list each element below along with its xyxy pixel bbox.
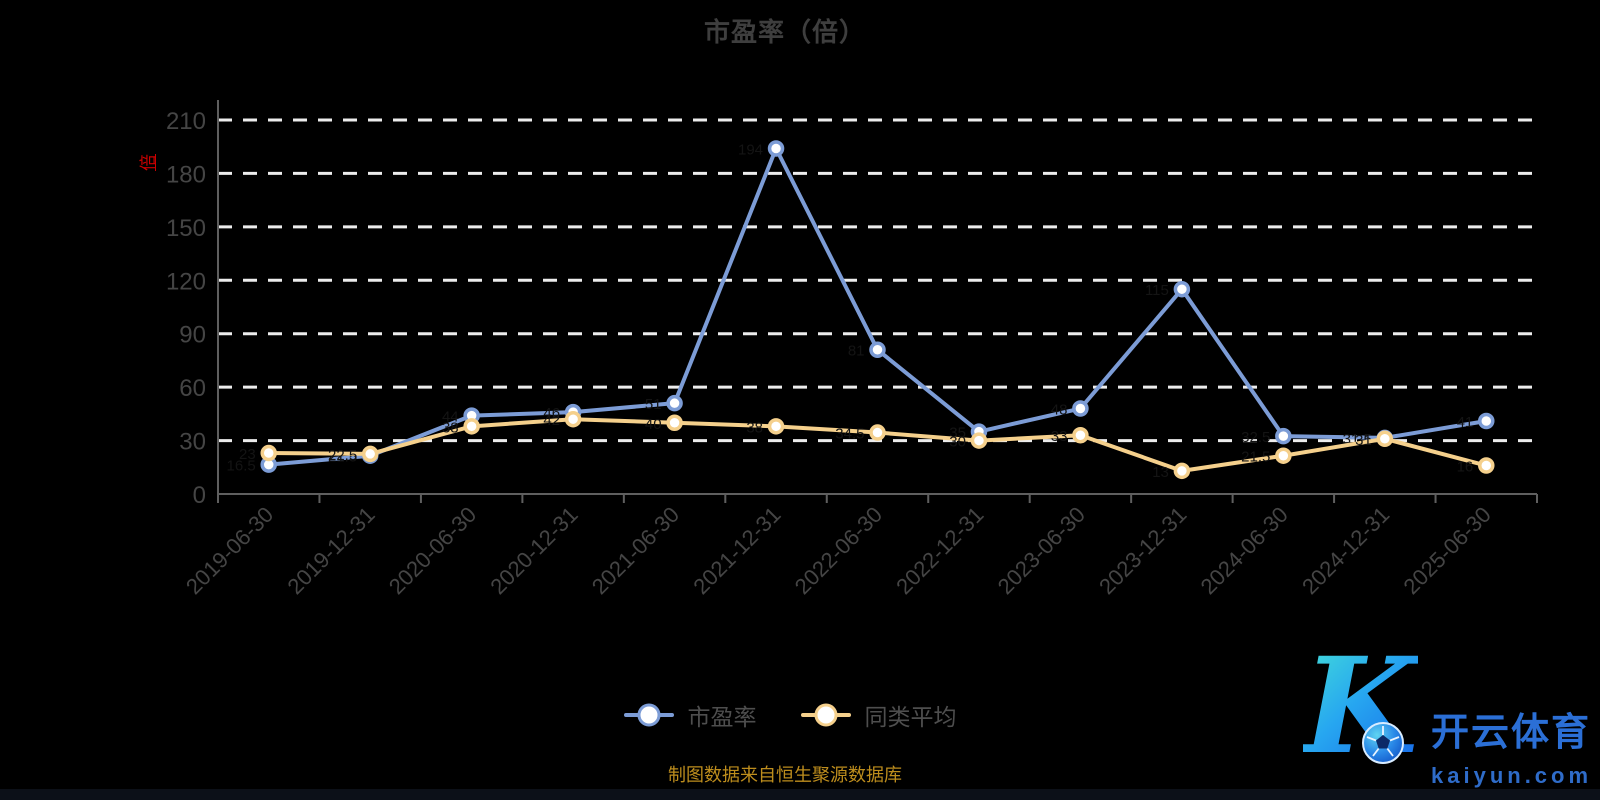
data-point[interactable] <box>869 424 886 441</box>
legend-marker-icon <box>623 703 674 727</box>
data-point[interactable] <box>564 410 582 428</box>
data-point[interactable] <box>1275 427 1292 445</box>
data-point-label: 31 <box>1355 432 1372 449</box>
x-axis-tick-label: 2022-06-30 <box>790 502 887 599</box>
data-point[interactable] <box>970 432 988 449</box>
data-point[interactable] <box>1072 400 1089 417</box>
data-point[interactable] <box>361 445 379 463</box>
legend-item-0[interactable]: 市盈率 <box>623 698 757 732</box>
data-point[interactable] <box>1478 457 1495 474</box>
data-point-label: 34.5 <box>835 426 864 443</box>
data-point-label: 81 <box>848 343 865 360</box>
x-axis-tick-label: 2019-12-31 <box>282 502 379 599</box>
x-axis-tick-label: 2024-06-30 <box>1196 502 1293 599</box>
data-point-label: 32.5 <box>1241 429 1270 446</box>
y-axis-tick-label: 210 <box>166 108 206 135</box>
data-point[interactable] <box>666 414 683 432</box>
y-axis-tick-label: 150 <box>166 215 206 242</box>
y-axis-tick-label: 30 <box>179 429 206 456</box>
data-source-note: 制图数据来自恒生聚源数据库 <box>668 765 902 785</box>
data-point-label: 194 <box>738 141 763 158</box>
data-point-label: 22.5 <box>328 447 357 464</box>
x-axis-tick-label: 2025-06-30 <box>1399 502 1496 599</box>
data-point[interactable] <box>1478 412 1495 430</box>
y-axis-tick-label: 120 <box>166 268 206 295</box>
x-axis-tick-label: 2021-12-31 <box>688 502 785 599</box>
chart-legend: 市盈率 同类平均 <box>0 698 1580 732</box>
legend-dot <box>637 703 660 727</box>
data-point-label: 21.5 <box>1241 449 1270 466</box>
data-point-label: 40 <box>645 416 662 433</box>
x-axis-tick-label: 2022-12-31 <box>891 502 988 599</box>
data-point-label: 33 <box>1051 428 1068 445</box>
y-axis-tick-label: 90 <box>179 322 206 349</box>
x-axis-tick-label: 2021-06-30 <box>587 502 684 599</box>
data-point-label: 42 <box>543 412 560 429</box>
data-point-label: 44 <box>442 409 459 426</box>
data-point-label: 41 <box>1457 414 1474 431</box>
kaiyun-watermark-logo[interactable]: K 开云体育 kaiyun.com <box>1295 641 1595 790</box>
legend-marker-icon <box>800 703 851 727</box>
data-point-label: 16 <box>1457 459 1474 476</box>
data-point[interactable] <box>1072 426 1089 444</box>
data-point[interactable] <box>767 418 785 435</box>
data-point[interactable] <box>463 418 480 435</box>
data-point-label: 13 <box>1152 464 1169 481</box>
y-axis-tick-label: 180 <box>166 161 206 188</box>
legend-label: 同类平均 <box>864 704 957 730</box>
data-point[interactable] <box>1275 447 1292 464</box>
chart-title: 市盈率（倍） <box>703 17 866 47</box>
x-axis-tick-label: 2024-12-31 <box>1297 502 1394 599</box>
data-point-label: 46 <box>543 405 560 422</box>
data-point-label: 38 <box>442 419 459 436</box>
x-axis-tick-label: 2023-06-30 <box>993 502 1090 599</box>
data-point[interactable] <box>767 140 785 157</box>
data-point-label: 38 <box>746 419 763 436</box>
x-axis-tick-label: 2020-06-30 <box>384 502 481 599</box>
soccer-ball-icon <box>1362 722 1404 764</box>
y-axis-tick-label: 60 <box>179 375 206 402</box>
legend-label: 市盈率 <box>687 704 757 730</box>
data-point[interactable] <box>869 341 886 358</box>
legend-dot <box>814 703 837 727</box>
data-point-label: 115 <box>1145 282 1169 299</box>
x-axis-tick-label: 2020-12-31 <box>485 502 582 599</box>
kaiyun-site-url: kaiyun.com <box>1431 763 1593 788</box>
x-axis-tick-label: 2023-12-31 <box>1094 502 1191 599</box>
y-axis-tick-label: 0 <box>193 482 206 509</box>
data-point[interactable] <box>1376 430 1394 448</box>
data-point[interactable] <box>1173 462 1191 480</box>
bottom-strip <box>0 789 1600 800</box>
data-point-label: 30 <box>949 434 966 451</box>
data-point-label: 48 <box>1051 402 1068 419</box>
kaiyun-brand-name: 开云体育 <box>1431 712 1592 754</box>
x-axis-tick-label: 2019-06-30 <box>181 502 278 599</box>
data-point[interactable] <box>260 444 277 462</box>
data-point[interactable] <box>666 394 683 412</box>
data-point[interactable] <box>1173 280 1191 298</box>
data-point-label: 16.5 <box>227 458 256 475</box>
data-point-label: 23 <box>239 446 256 463</box>
legend-item-1[interactable]: 同类平均 <box>800 698 957 732</box>
data-point-label: 51 <box>645 396 662 413</box>
